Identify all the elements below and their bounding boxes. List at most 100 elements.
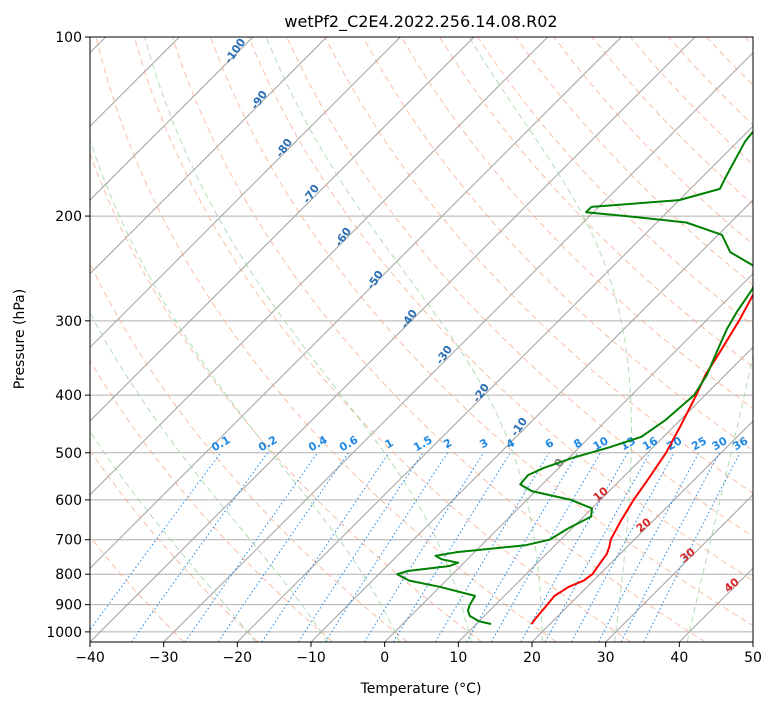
moist-adiabat-label: -10 [508, 415, 530, 439]
isotherm-line [90, 37, 549, 496]
y-tick-label: 700 [55, 533, 82, 549]
isotherm-line [236, 125, 753, 642]
mixing-ratio-label: 4 [504, 436, 517, 451]
isotherm-line [90, 37, 328, 275]
moist-adiabat-line [90, 138, 400, 642]
mixing-ratio-label: 1.5 [411, 433, 434, 454]
x-tick-label: 30 [597, 650, 615, 666]
mixing-ratio-line [184, 452, 319, 642]
y-tick-label: 900 [55, 598, 82, 614]
dry-adiabat-label: 40 [722, 575, 742, 595]
isotherm-line [384, 272, 753, 642]
mixing-ratio-line [130, 452, 269, 642]
dry-adiabat-line [90, 152, 483, 642]
axes: −40 −30 −20 −10 0 10 20 30 40 50 100 200 300 400 500 6 0… [46, 30, 762, 666]
moist-adiabat-line [90, 430, 257, 642]
plot-frame [89, 36, 754, 643]
y-tick-label: 100 [55, 30, 82, 46]
isotherm-line [90, 37, 401, 349]
mixing-ratio-line [490, 452, 601, 642]
adiabat-labels: 0.1 0.2 0.4 0.6 1 1.5 2 3 4 6 8 10 13 16 20 25 30 36-100-… [209, 36, 750, 596]
moist-adiabat-label: -30 [433, 343, 455, 367]
y-tick-label: 500 [55, 446, 82, 462]
dry-adiabat-line [90, 359, 334, 642]
isotherm-line [752, 641, 753, 642]
mixing-ratio-line [363, 452, 485, 642]
mixing-ratio-label: 0.6 [337, 433, 361, 454]
mixing-ratio-line [217, 452, 349, 642]
dry-adiabat-line [248, 37, 753, 582]
isotherm-line [90, 37, 475, 422]
x-axis-label: Temperature (°C) [360, 681, 482, 697]
dry-adiabat-line [210, 37, 753, 627]
mixing-ratio-line [324, 452, 448, 642]
dry-adiabat-label: 10 [591, 484, 611, 504]
y-tick-label: 400 [55, 388, 82, 404]
x-tick-label: −30 [149, 650, 179, 666]
isotherm-line [457, 346, 753, 642]
moist-adiabat-line [468, 37, 632, 642]
dry-adiabat-line [515, 37, 753, 286]
mixing-ratio-label: 16 [640, 434, 660, 453]
dry-adiabat-line [706, 37, 753, 86]
dry-adiabat-label: 30 [678, 545, 698, 565]
x-tick-label: 0 [380, 650, 389, 666]
moist-adiabat-label: -20 [470, 381, 492, 405]
mixing-ratio-line [520, 452, 629, 642]
moist-adiabat-label: -60 [332, 225, 354, 249]
profile-series [396, 130, 753, 625]
moist-adiabat-line [265, 37, 543, 642]
mixing-ratio-label: 3 [477, 436, 490, 451]
moist-adiabat-label: -40 [398, 307, 420, 331]
x-tick-label: 50 [744, 650, 762, 666]
x-tick-label: 10 [449, 650, 467, 666]
mixing-ratio-label: 2 [441, 436, 454, 451]
x-tick-label: 20 [523, 650, 541, 666]
dry-adiabat-line [477, 37, 753, 327]
mixing-ratio-line [620, 452, 720, 642]
mixing-ratio-label: 6 [543, 436, 556, 451]
y-tick-label: 800 [55, 567, 82, 583]
x-tick-label: −10 [296, 650, 326, 666]
dry-adiabat-line [362, 37, 753, 452]
y-tick-label: 300 [55, 314, 82, 330]
moist-adiabat-label: -70 [300, 182, 322, 206]
dry-adiabat-line [438, 37, 753, 368]
mixing-ratio-line [571, 452, 675, 642]
x-tick-label: −40 [75, 650, 105, 666]
isotherm-line [163, 51, 753, 642]
moist-adiabat-line [144, 37, 472, 642]
isotherm-line [531, 420, 753, 642]
isotherm-line [605, 493, 753, 642]
dry-adiabat-line [133, 37, 632, 642]
dry-adiabat-line [286, 37, 753, 538]
isotherm-line [90, 37, 696, 642]
mixing-ratio-label: 0.4 [306, 433, 330, 454]
chart-title: wetPf2_C2E4.2022.256.14.08.R02 [284, 12, 557, 32]
mixing-ratio-line [261, 452, 390, 642]
isotherm-line [310, 199, 753, 642]
moist-adiabat-label: -50 [364, 268, 386, 292]
mixing-ratio-label: 30 [710, 434, 730, 453]
dry-adiabat-label: 20 [634, 515, 654, 535]
y-tick-label: 1000 [46, 625, 82, 641]
dewpoint-profile-line [396, 130, 753, 625]
mixing-ratio-line [90, 452, 222, 631]
moist-adiabat-line [90, 311, 329, 642]
dry-adiabat-line [400, 37, 753, 409]
y-axis-label: Pressure (hPa) [12, 289, 28, 389]
mixing-ratio-label: 1 [383, 436, 396, 451]
dry-adiabat-line [324, 37, 753, 494]
y-tick-label: 200 [55, 209, 82, 225]
isotherm-line [90, 37, 622, 570]
mixing-ratio-label: 0.2 [256, 433, 279, 454]
dry-adiabat-line [744, 37, 753, 47]
dry-adiabat-line [90, 262, 408, 642]
moist-adiabat-label: -100 [222, 36, 249, 66]
x-tick-label: −20 [223, 650, 253, 666]
mixing-ratio-line [544, 452, 651, 642]
isotherm-line [90, 37, 254, 201]
moist-adiabat-line [686, 353, 753, 642]
